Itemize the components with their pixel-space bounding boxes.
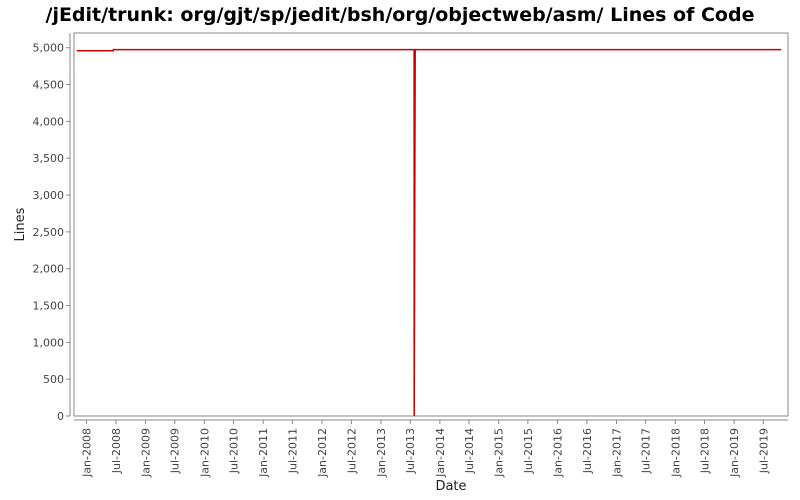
x-tick-label: Jan-2008 [81, 428, 94, 478]
x-tick-label: Jul-2013 [404, 428, 417, 474]
x-tick-label: Jan-2015 [493, 428, 506, 478]
y-tick-label: 3,500 [33, 152, 65, 165]
x-tick-label: Jul-2012 [345, 428, 358, 474]
series-layer [76, 48, 782, 417]
series-line [76, 48, 782, 417]
x-tick-label: Jul-2015 [522, 428, 535, 474]
y-tick-label: 3,000 [33, 189, 65, 202]
y-tick-label: 4,000 [33, 115, 65, 128]
x-tick-label: Jul-2016 [581, 428, 594, 474]
x-axis: Jan-2008 Jul-2008 Jan-2009 Jul-2009 Jan-2010… [74, 419, 788, 478]
y-tick-label: 1,500 [33, 300, 65, 313]
x-tick-label: Jul-2017 [640, 428, 653, 474]
x-tick-label: Jan-2013 [375, 428, 388, 478]
x-tick-label: Jul-2010 [228, 428, 241, 474]
x-tick-label: Jan-2011 [257, 428, 270, 478]
x-tick-label: Jul-2011 [286, 428, 299, 474]
x-tick-label: Jan-2014 [434, 428, 447, 478]
y-tick-label: 2,000 [33, 263, 65, 276]
x-axis-label: Date [435, 479, 466, 494]
y-tick-label: 500 [43, 373, 64, 386]
y-tick-label: 4,500 [33, 79, 65, 92]
plot-area [73, 32, 789, 417]
y-tick-label: 1,000 [33, 336, 65, 349]
x-tick-label: Jul-2009 [169, 428, 182, 474]
y-axis-label: Lines [13, 207, 28, 241]
x-tick-label: Jul-2014 [463, 428, 476, 474]
x-tick-label: Jul-2008 [110, 428, 123, 474]
x-tick-label: Jan-2016 [552, 428, 565, 478]
x-tick-label: Jan-2012 [316, 428, 329, 478]
x-tick-label: Jan-2009 [140, 428, 153, 478]
y-tick-label: 2,500 [33, 226, 65, 239]
y-tick-label: 5,000 [33, 42, 65, 55]
x-tick-label: Jan-2017 [611, 428, 624, 478]
x-tick-label: Jan-2010 [198, 428, 211, 478]
x-tick-label: Jul-2019 [757, 428, 770, 474]
x-tick-label: Jan-2018 [669, 428, 682, 478]
y-axis: 0 500 1,000 1,500 2,000 2,500 3,000 3,500 4,000 4… [33, 33, 71, 423]
chart-title: /jEdit/trunk: org/gjt/sp/jedit/bsh/org/o… [45, 4, 755, 26]
x-tick-label: Jul-2018 [699, 428, 712, 474]
x-tick-label: Jan-2019 [728, 428, 741, 478]
y-tick-label: 0 [57, 410, 64, 423]
